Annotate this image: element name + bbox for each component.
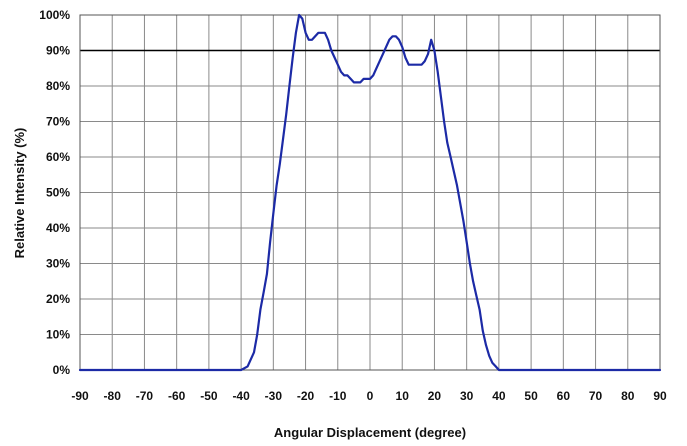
x-tick-labels: -90 -80 -70 -60 -50 -40 -30 -20 -10 0 10 20 30 40 50 60…: [71, 389, 667, 403]
x-tick-label: 80: [621, 389, 635, 403]
x-tick-label: 0: [367, 389, 374, 403]
y-tick-labels: 0% 10% 20% 30% 40% 50% 60% 70% 80% 90% 100%: [39, 8, 70, 377]
y-tick-label: 100%: [39, 8, 70, 22]
y-axis-title: Relative Intensity (%): [12, 128, 27, 259]
y-tick-label: 50%: [46, 186, 70, 200]
x-tick-label: -60: [168, 389, 186, 403]
y-tick-label: 40%: [46, 221, 70, 235]
series-line: [78, 13, 662, 372]
x-tick-label: 10: [396, 389, 410, 403]
x-tick-label: -30: [265, 389, 283, 403]
x-tick-label: -20: [297, 389, 315, 403]
x-tick-label: 60: [557, 389, 571, 403]
x-tick-label: -10: [329, 389, 347, 403]
x-tick-label: 50: [524, 389, 538, 403]
plot-frame: [79, 14, 661, 371]
y-tick-label: 0%: [53, 363, 71, 377]
y-tick-label: 80%: [46, 79, 70, 93]
x-tick-label: 70: [589, 389, 603, 403]
y-tick-label: 70%: [46, 115, 70, 129]
x-tick-label: 90: [653, 389, 667, 403]
x-tick-label: -50: [200, 389, 218, 403]
x-tick-label: -40: [232, 389, 250, 403]
y-tick-label: 60%: [46, 150, 70, 164]
y-tick-label: 30%: [46, 257, 70, 271]
x-tick-label: 30: [460, 389, 474, 403]
y-tick-label: 20%: [46, 292, 70, 306]
x-axis-title: Angular Displacement (degree): [274, 425, 466, 440]
x-tick-label: -70: [136, 389, 154, 403]
y-tick-label: 90%: [46, 44, 70, 58]
x-tick-label: -80: [104, 389, 122, 403]
x-tick-label: 20: [428, 389, 442, 403]
x-tick-label: -90: [71, 389, 89, 403]
x-tick-label: 40: [492, 389, 506, 403]
y-tick-label: 10%: [46, 328, 70, 342]
